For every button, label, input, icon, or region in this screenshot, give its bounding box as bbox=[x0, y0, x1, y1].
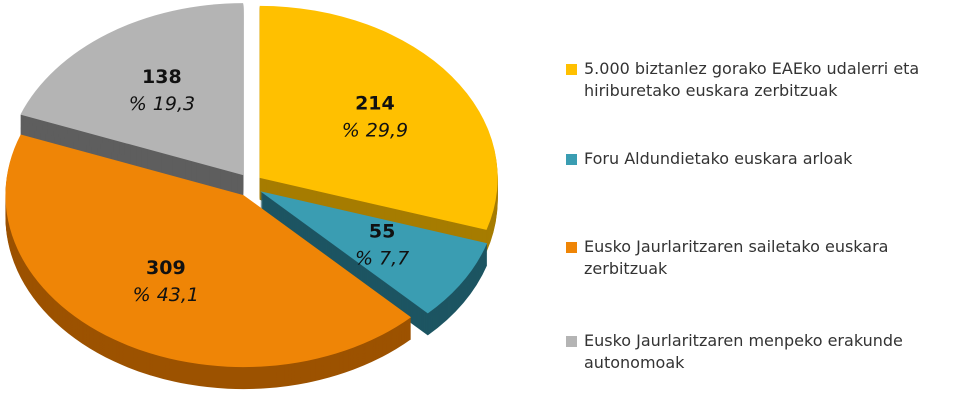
percentage-label: % 29,9 bbox=[342, 119, 408, 141]
legend-item: Foru Aldundietako euskara arloak bbox=[566, 148, 960, 170]
legend-label: 5.000 biztanlez gorako EAEko udalerri et… bbox=[584, 59, 920, 100]
value-label: 214 bbox=[355, 92, 395, 114]
legend-label: Eusko Jaurlaritzaren sailetako euskara z… bbox=[584, 237, 889, 278]
value-label: 55 bbox=[369, 221, 395, 243]
slice bbox=[5, 134, 412, 368]
value-label: 138 bbox=[142, 66, 182, 88]
percentage-label: % 43,1 bbox=[133, 284, 199, 306]
legend-item: 5.000 biztanlez gorako EAEko udalerri et… bbox=[566, 58, 960, 102]
percentage-label: % 19,3 bbox=[129, 93, 195, 115]
slice bbox=[20, 3, 244, 176]
legend-item: Eusko Jaurlaritzaren menpeko erakunde au… bbox=[566, 330, 960, 374]
slice bbox=[259, 5, 498, 230]
legend-item: Eusko Jaurlaritzaren sailetako euskara z… bbox=[566, 236, 960, 280]
legend-swatch bbox=[566, 64, 577, 75]
legend-label: Foru Aldundietako euskara arloak bbox=[584, 149, 853, 168]
legend-swatch bbox=[566, 336, 577, 347]
percentage-label: % 7,7 bbox=[355, 248, 409, 270]
legend-label: Eusko Jaurlaritzaren menpeko erakunde au… bbox=[584, 331, 903, 372]
legend-swatch bbox=[566, 242, 577, 253]
value-label: 309 bbox=[146, 257, 186, 279]
slice bbox=[260, 191, 488, 314]
legend-swatch bbox=[566, 154, 577, 165]
